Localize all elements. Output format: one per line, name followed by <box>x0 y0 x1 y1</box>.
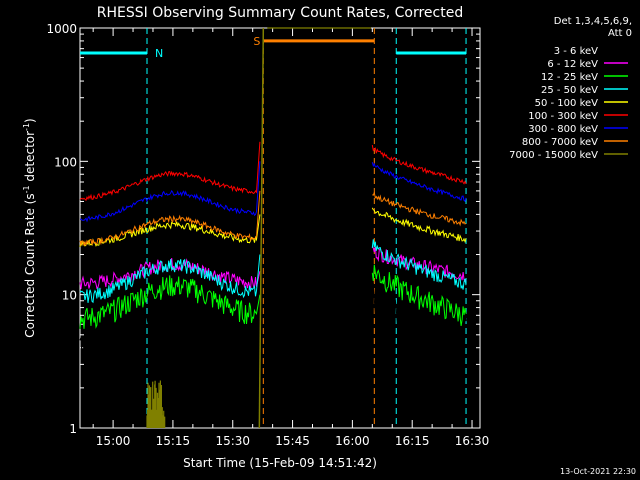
series-line <box>371 279 467 331</box>
series-line <box>79 161 261 223</box>
legend-label: 3 - 6 keV <box>554 46 598 57</box>
x-tick-label: 15:00 <box>96 434 131 448</box>
series-line <box>146 380 166 428</box>
x-axis-label: Start Time (15-Feb-09 14:51:42) <box>183 456 377 470</box>
series-line <box>79 214 261 247</box>
interval-label-S: S <box>253 35 260 48</box>
plot-area: 1 10 100 1000 15:00 15:15 15:30 15:45 16:00 16:15… <box>46 22 489 448</box>
legend-label: 25 - 50 keV <box>541 85 598 96</box>
x-tick-label: 15:15 <box>156 434 191 448</box>
x-tick-label: 16:30 <box>455 434 490 448</box>
series-line <box>371 264 467 326</box>
series-line <box>79 275 261 329</box>
legend-label: 12 - 25 keV <box>541 72 598 83</box>
y-tick-label: 100 <box>54 155 77 169</box>
y-axis-label-sup2: -1 <box>22 123 31 131</box>
legend-label: 7000 - 15000 keV <box>509 150 598 161</box>
x-tick-label: 16:15 <box>395 434 430 448</box>
legend-header-line1: Det 1,3,4,5,6,9, <box>554 16 632 27</box>
legend-label: 100 - 300 keV <box>528 111 598 122</box>
series-line <box>258 27 265 429</box>
y-tick-label: 10 <box>62 289 77 303</box>
x-tick-label: 15:30 <box>215 434 250 448</box>
y-axis-label-main: Corrected Count Rate (s <box>23 193 37 337</box>
x-tick-label: 16:00 <box>335 434 370 448</box>
series-line <box>372 190 467 227</box>
series-line <box>371 245 467 283</box>
series-line <box>371 207 467 244</box>
series-line <box>371 239 467 290</box>
series-line <box>79 288 261 360</box>
footer-date: 13-Oct-2021 22:30 <box>560 467 636 476</box>
series-line <box>79 190 261 247</box>
series-line <box>79 254 261 304</box>
y-tick-label: 1 <box>69 422 77 436</box>
y-axis-label-sup1: -1 <box>22 185 31 193</box>
legend-label: 50 - 100 keV <box>535 98 599 109</box>
y-tick-label: 1000 <box>46 22 77 36</box>
legend-header-line2: Att 0 <box>608 28 632 39</box>
legend: Det 1,3,4,5,6,9, Att 0 3 - 6 keV 6 - 12 k… <box>509 16 632 161</box>
interval-label-N: N <box>155 47 163 60</box>
legend-label: 6 - 12 keV <box>547 59 598 70</box>
y-axis-label-end: ) <box>23 118 37 123</box>
x-tick-label: 15:45 <box>275 434 310 448</box>
y-axis-label-mid: detector <box>23 131 37 186</box>
series-line <box>371 162 467 203</box>
legend-label: 800 - 7000 keV <box>522 137 598 148</box>
series-line <box>79 141 261 202</box>
chart-title: RHESSI Observing Summary Count Rates, Co… <box>97 5 463 21</box>
series-line <box>371 144 467 185</box>
legend-label: 300 - 800 keV <box>528 124 598 135</box>
y-axis-label: Corrected Count Rate (s-1 detector-1) <box>22 118 37 337</box>
